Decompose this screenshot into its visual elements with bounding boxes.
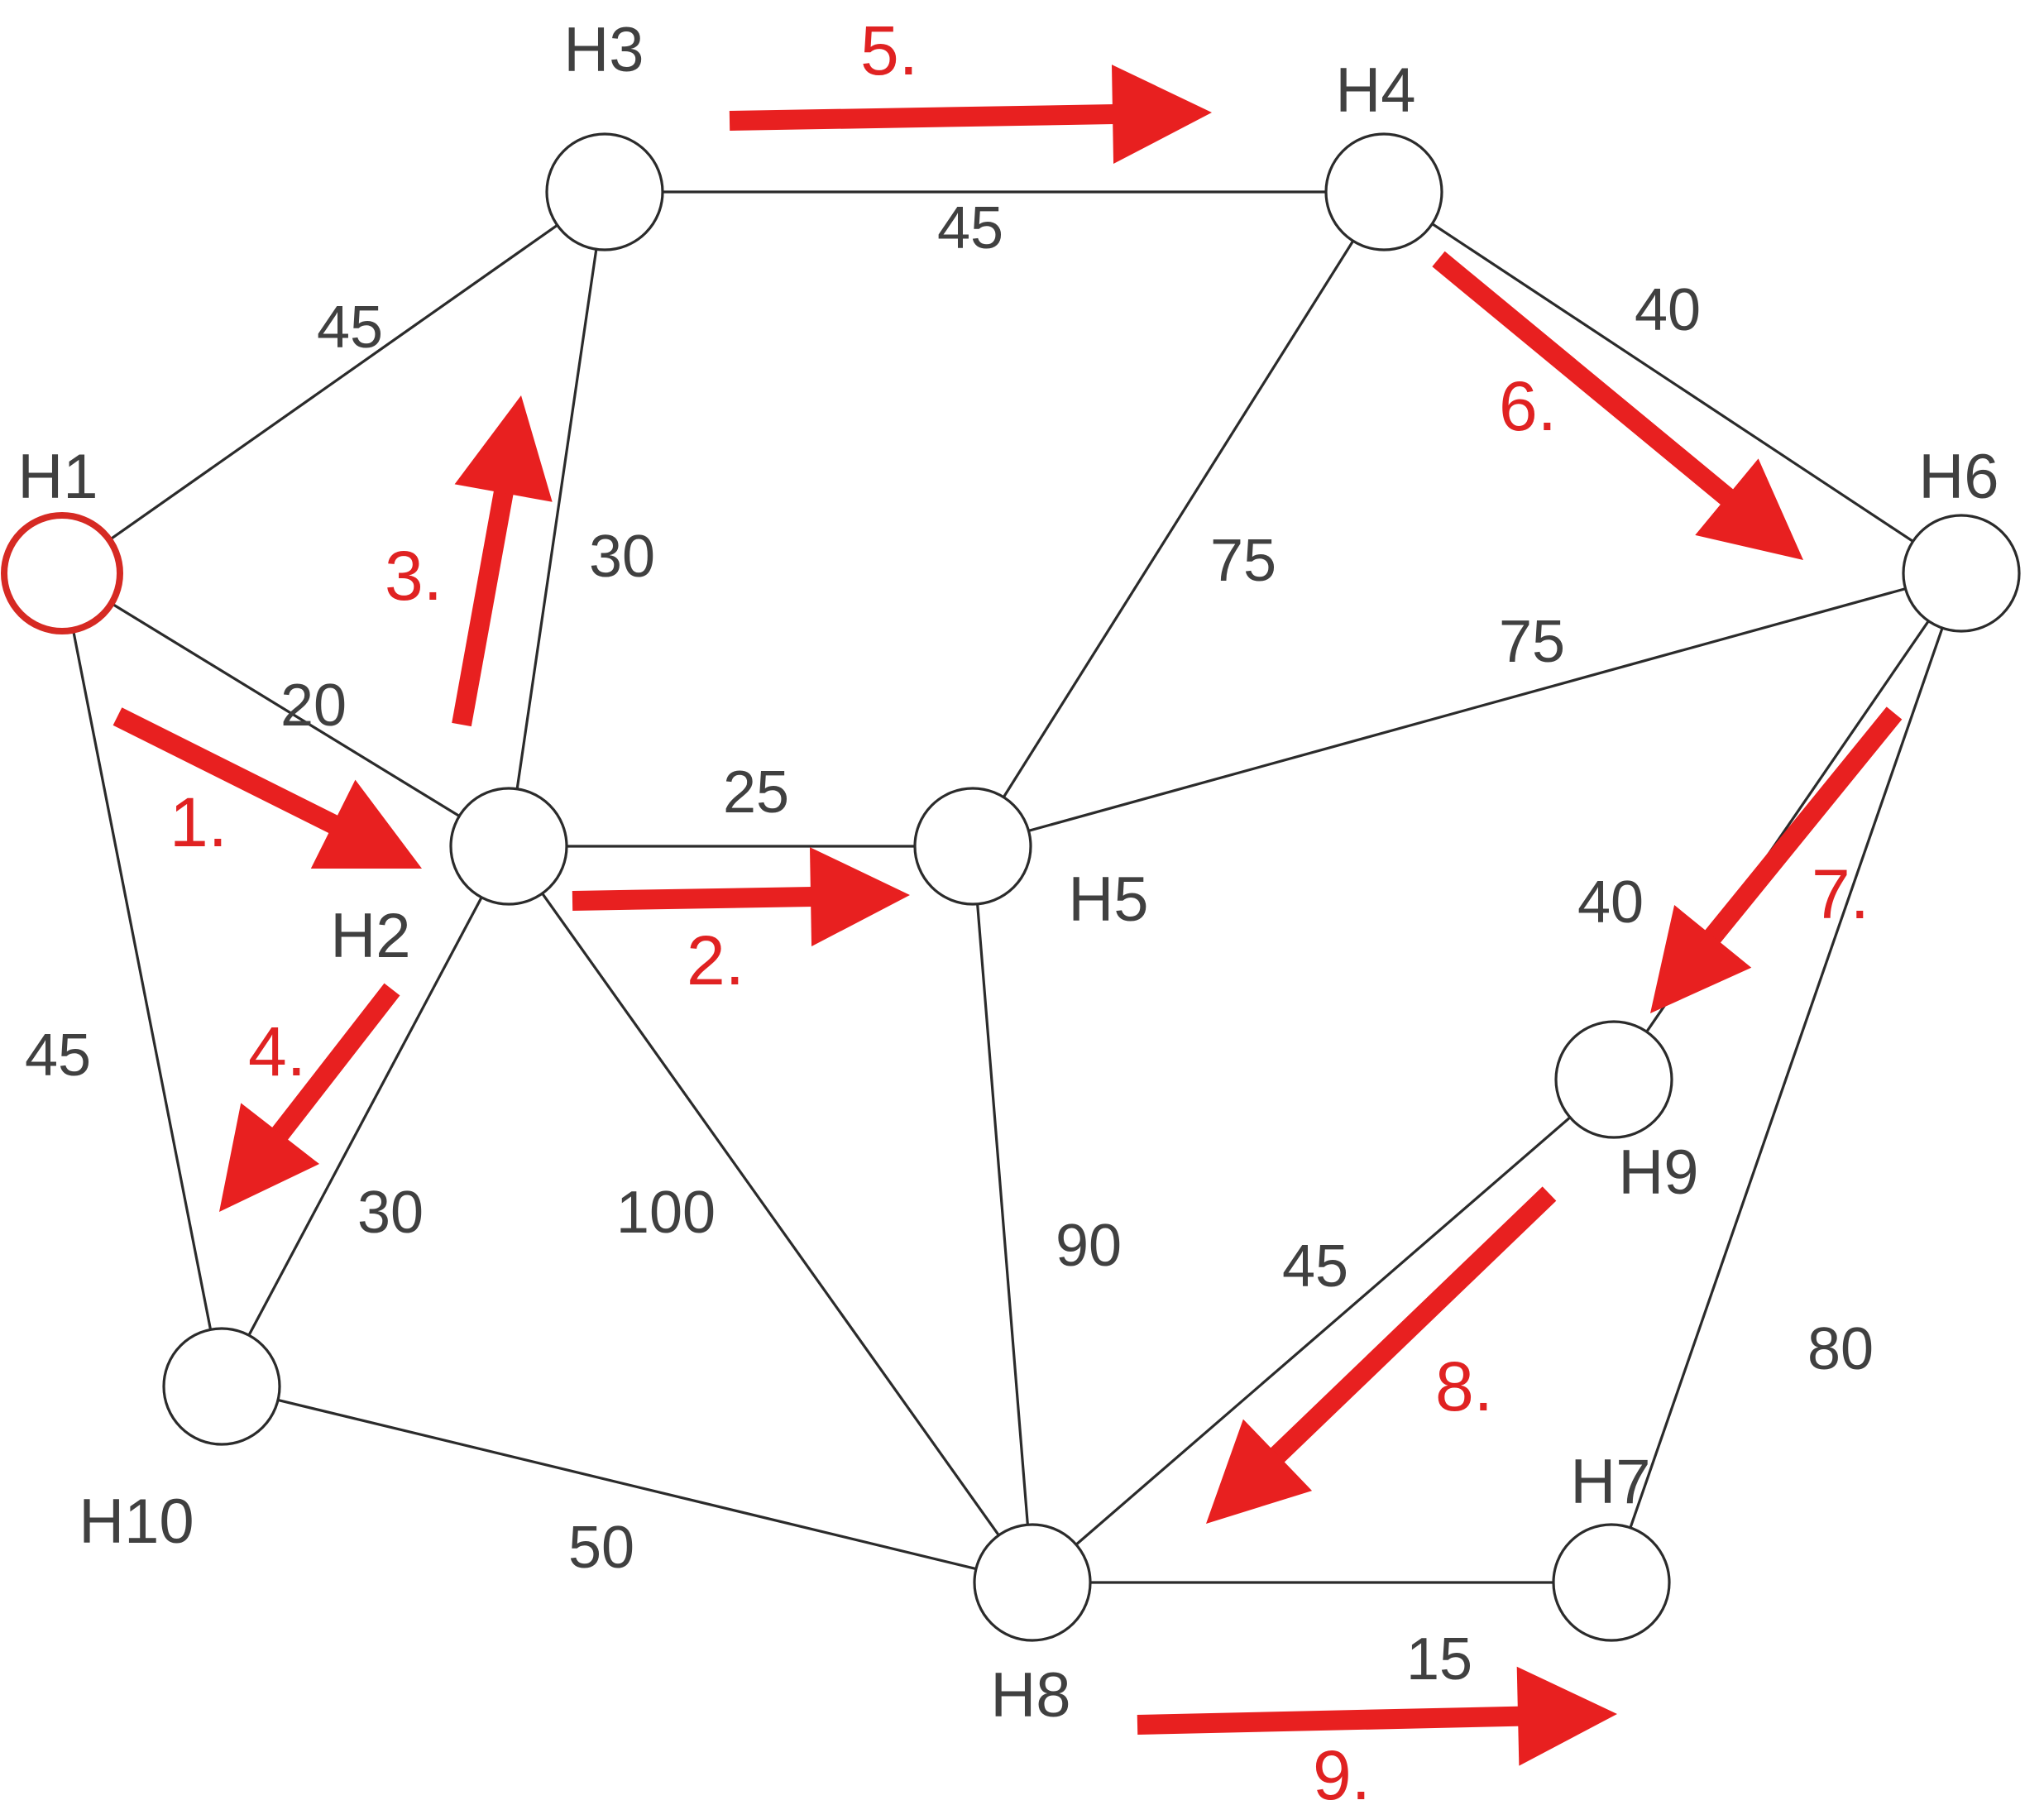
step-arrow-6: 6. [1432,251,1803,560]
step-arrow-head-9 [1516,1666,1617,1766]
edge-weight-h4-h5: 75 [1210,528,1276,594]
node-label-h7: H7 [1570,1447,1650,1517]
node-label-h6: H6 [1918,442,1999,512]
node-label-h10: H10 [79,1487,194,1557]
step-arrow-shaft-6 [1432,251,1740,510]
node-h9 [1554,1020,1673,1139]
edge-h4-h5 [971,191,1386,847]
node-h1-start [1,512,123,634]
edge-weight-h4-h6: 40 [1635,277,1701,343]
step-arrow-head-3 [454,395,553,502]
step-arrow-shaft-4 [267,983,400,1147]
step-arrow-head-7 [1650,905,1752,1013]
node-label-h5: H5 [1068,864,1148,935]
edge-weight-h2-h10: 30 [357,1180,424,1246]
step-arrow-5: 5. [729,12,1212,165]
step-arrow-shaft-7 [1700,706,1903,950]
node-h3 [545,132,664,251]
node-h4 [1324,132,1443,251]
step-arrow-head-2 [809,847,910,947]
step-arrow-1: 1. [112,707,422,869]
step-arrow-shaft-8 [1264,1186,1557,1468]
step-arrow-shaft-9 [1137,1706,1527,1735]
edge-weight-h1-h2: 20 [280,673,347,739]
step-arrow-8: 8. [1206,1186,1557,1524]
node-h7 [1552,1523,1671,1642]
node-label-h4: H4 [1335,55,1415,126]
edge-h10-h8 [221,1385,1033,1584]
edge-weight-h2-h5: 25 [723,759,789,826]
step-arrow-shaft-1 [112,707,345,837]
step-label-7: 7. [1812,855,1869,933]
step-arrow-2: 2. [572,847,910,999]
edge-h2-h8 [507,845,1034,1583]
edge-weight-h2-h3: 30 [589,524,655,590]
step-arrow-shaft-5 [729,103,1122,131]
node-h5 [913,787,1032,906]
node-label-h1: H1 [17,442,98,512]
node-label-h9: H9 [1618,1137,1698,1208]
edge-weight-h5-h8: 90 [1056,1213,1122,1279]
edge-h2-h3 [507,191,606,847]
edge-weight-h8-h7: 15 [1406,1626,1472,1692]
edge-weight-h10-h8: 50 [568,1515,634,1581]
step-label-1: 1. [170,783,227,861]
edge-h1-h10 [60,572,223,1387]
step-label-9: 9. [1313,1736,1371,1805]
step-arrow-shaft-3 [452,483,515,727]
step-arrow-head-8 [1206,1419,1313,1524]
step-arrow-head-6 [1695,458,1803,560]
node-h2 [449,787,568,906]
node-label-h3: H3 [563,15,644,85]
edge-weight-h5-h6: 75 [1499,609,1565,675]
edge-h4-h6 [1383,190,1962,575]
step-label-2: 2. [687,922,744,999]
edge-weight-h3-h4: 45 [937,195,1003,261]
step-arrow-3: 3. [385,395,553,727]
edge-h1-h2 [61,572,510,848]
step-arrow-head-1 [310,779,422,869]
node-h6 [1902,514,2021,633]
step-label-8: 8. [1435,1348,1493,1425]
edge-h2-h10 [220,845,510,1387]
edge-h6-h7 [1610,572,1963,1583]
step-arrow-shaft-2 [572,886,820,911]
step-label-3: 3. [385,537,443,615]
nodes-layer: H1 H2 H3 H4 H5 H6 H7 H8 H9 H10 [1,15,2021,1731]
edge-weight-h9-h8: 45 [1282,1233,1348,1300]
step-arrow-head-5 [1111,65,1212,165]
step-arrows-layer: 1. 2. 3. 4. 5. 6. 7. 8. 9. [112,12,1903,1805]
edge-h1-h3 [61,190,606,575]
edge-weight-h2-h8: 100 [616,1180,716,1246]
node-label-h8: H8 [990,1660,1070,1731]
step-label-5: 5. [860,12,918,89]
step-arrow-head-4 [219,1103,320,1212]
weights-layer: 45 20 45 30 25 30 100 45 40 75 75 90 40 80 45 50 15 [25,195,1874,1692]
edge-h9-h8 [1031,1078,1616,1584]
edge-weight-h6-h9: 40 [1577,869,1644,936]
step-label-6: 6. [1499,367,1557,445]
step-arrow-9: 9. [1137,1666,1617,1805]
edge-h5-h6 [972,572,1962,848]
edge-h5-h8 [971,845,1034,1583]
node-label-h2: H2 [330,901,410,971]
step-arrow-7: 7. [1650,706,1903,1013]
edge-weight-h6-h7: 80 [1807,1316,1874,1382]
node-h10 [162,1327,281,1446]
step-label-4: 4. [248,1013,306,1090]
node-h8 [973,1523,1092,1642]
edge-weight-h1-h10: 45 [25,1022,91,1089]
step-arrow-4: 4. [219,983,400,1212]
edge-weight-h1-h3: 45 [317,294,383,361]
